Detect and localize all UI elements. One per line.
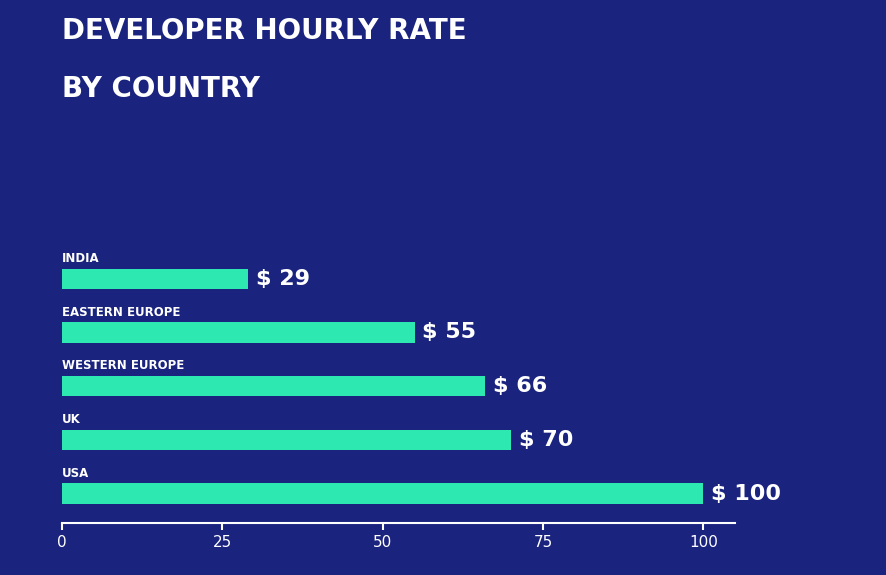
Bar	[62, 269, 248, 289]
Text: USA: USA	[62, 467, 89, 480]
Bar	[62, 322, 415, 343]
Bar	[62, 376, 486, 396]
Text: BY COUNTRY: BY COUNTRY	[62, 75, 260, 103]
Bar	[62, 430, 511, 450]
Text: WESTERN EUROPE: WESTERN EUROPE	[62, 359, 184, 372]
Text: UK: UK	[62, 413, 81, 426]
Text: $ 100: $ 100	[711, 484, 781, 504]
Text: $ 70: $ 70	[518, 430, 573, 450]
Text: EASTERN EUROPE: EASTERN EUROPE	[62, 305, 181, 319]
Text: $ 55: $ 55	[423, 323, 477, 343]
Text: $ 66: $ 66	[493, 376, 548, 396]
Text: $ 29: $ 29	[256, 269, 310, 289]
Text: DEVELOPER HOURLY RATE: DEVELOPER HOURLY RATE	[62, 17, 467, 45]
Text: INDIA: INDIA	[62, 252, 99, 264]
Bar	[62, 484, 703, 504]
